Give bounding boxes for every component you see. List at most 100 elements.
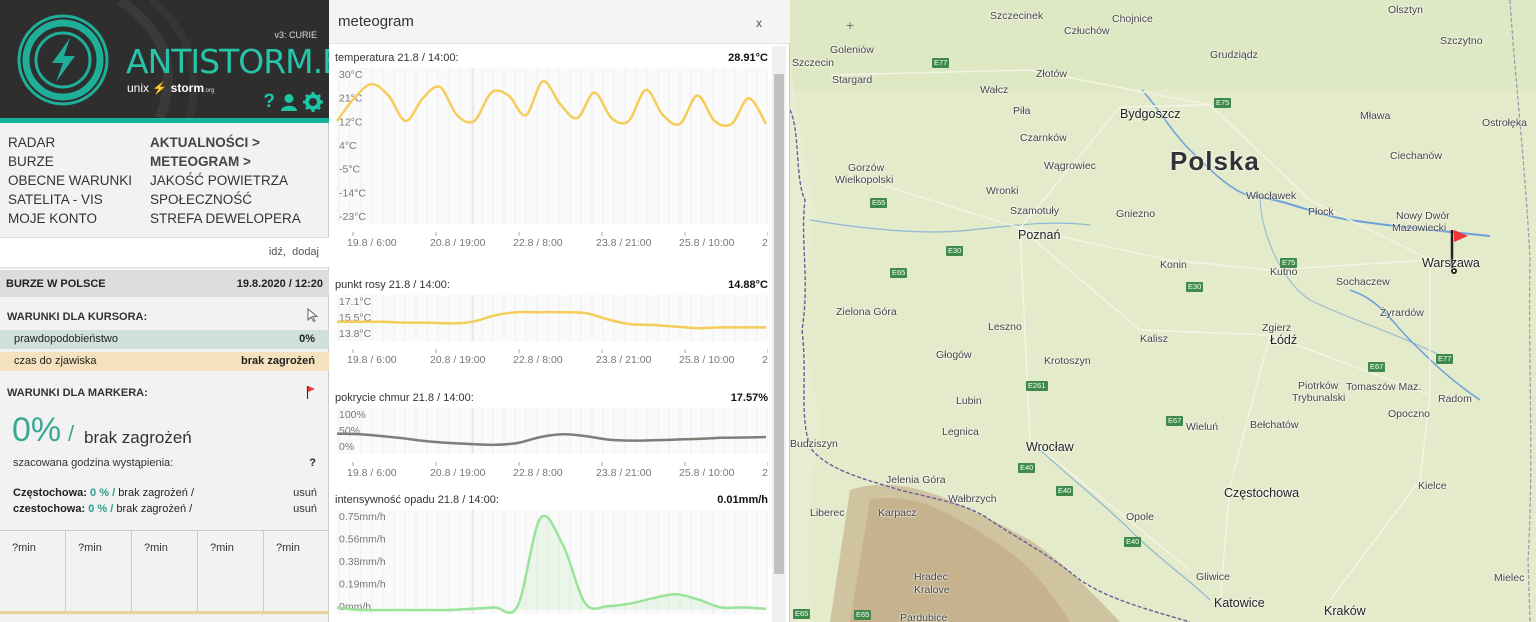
gear-icon[interactable] bbox=[303, 92, 323, 112]
city-label: Nowy Dwór bbox=[1396, 210, 1450, 222]
time-slot: ?min bbox=[198, 531, 264, 611]
y-tick-label: 13.8°C bbox=[339, 328, 372, 340]
delete-location-link[interactable]: usuń bbox=[293, 487, 317, 499]
dew-point-chart: punkt rosy 21.8 / 14:00: 14.88°C 17.1°C 1… bbox=[335, 279, 768, 373]
brand-title[interactable]: ANTISTORM.EU bbox=[126, 42, 329, 81]
probability-row: prawdopodobieństwo 0% bbox=[0, 330, 329, 349]
city-label: Głogów bbox=[936, 349, 972, 361]
menu-item-radar[interactable]: RADAR bbox=[8, 135, 56, 150]
city-label: Mazowiecki bbox=[1392, 222, 1447, 234]
location-percent: 0 % bbox=[88, 503, 108, 515]
city-label: Żyrardów bbox=[1380, 307, 1424, 319]
city-label: Szczytno bbox=[1440, 35, 1483, 47]
sub-unix: unix bbox=[127, 81, 150, 95]
x-tick-label: 22.8 / 8:00 bbox=[513, 467, 563, 479]
x-tick-label: 23.8 / 21:00 bbox=[596, 354, 652, 366]
delete-location-link[interactable]: usuń bbox=[293, 503, 317, 515]
unixstorm-label: unix ⚡ storm.org bbox=[127, 81, 214, 95]
lightning-logo-icon[interactable] bbox=[0, 0, 200, 118]
map-background: + bbox=[790, 0, 1536, 622]
search-input[interactable] bbox=[0, 238, 240, 267]
plot-area bbox=[335, 295, 768, 341]
user-icon[interactable] bbox=[280, 93, 298, 111]
city-label: Wronki bbox=[986, 185, 1019, 197]
city-label: Bydgoszcz bbox=[1120, 107, 1181, 121]
location-name[interactable]: Częstochowa: bbox=[13, 487, 87, 499]
time-slot: ?min bbox=[0, 531, 66, 611]
series-line bbox=[337, 310, 766, 330]
x-tick-label: 19.8 / 6:00 bbox=[347, 467, 397, 479]
city-label: Piła bbox=[1013, 105, 1031, 117]
road-badge: E30 bbox=[1186, 282, 1204, 292]
accent-bar bbox=[0, 118, 329, 123]
sub-org: .org bbox=[204, 88, 215, 94]
city-label: Wrocław bbox=[1026, 440, 1074, 454]
chart-title: temperatura 21.8 / 14:00: bbox=[335, 52, 459, 64]
city-label: Kraków bbox=[1324, 604, 1366, 618]
city-label: Szamotuły bbox=[1010, 205, 1060, 217]
location-percent: 0 % bbox=[90, 487, 109, 499]
menu-item-satelita[interactable]: SATELITA - VIS bbox=[8, 192, 103, 207]
sidebar: v3: CURIE ANTISTORM.EU unix ⚡ storm.org … bbox=[0, 0, 329, 622]
meteogram-scrollbar[interactable] bbox=[772, 46, 786, 622]
cloud-cover-chart: pokrycie chmur 21.8 / 14:00: 17.57% 100%… bbox=[335, 392, 768, 486]
city-label: Legnica bbox=[942, 426, 979, 438]
location-sep: / bbox=[110, 503, 114, 515]
city-label: Konin bbox=[1160, 259, 1187, 271]
y-tick-label: 0.38mm/h bbox=[339, 556, 386, 568]
city-label: Tomaszów Maz. bbox=[1346, 381, 1422, 393]
city-label: Opole bbox=[1126, 511, 1155, 523]
road-badge: E67 bbox=[1166, 416, 1184, 426]
marker-flag-icon[interactable] bbox=[1454, 230, 1468, 242]
city-label: Łódź bbox=[1270, 333, 1298, 347]
x-tick-label: 22.8 / 8:00 bbox=[513, 354, 563, 366]
menu-item-spolecznosc[interactable]: SPOŁECZNOŚĆ bbox=[150, 192, 253, 207]
chart-plot: 30°C21°C12°C4°C-5°C-14°C-23°C19.8 / 6:00… bbox=[335, 68, 768, 249]
chart-current-value: 17.57% bbox=[730, 392, 768, 404]
series-line bbox=[336, 80, 768, 128]
city-label: Mława bbox=[1360, 110, 1391, 122]
menu-item-strefa-dewelopera[interactable]: STREFA DEWELOPERA bbox=[150, 211, 301, 226]
burze-title: BURZE W POLSCE bbox=[6, 278, 106, 290]
x-tick-label: 25.8 / 10:00 bbox=[679, 354, 735, 366]
weather-map[interactable]: + Polska Szczecinek Chojnice Grudziądz Olszt… bbox=[790, 0, 1536, 622]
city-label: Gorzów bbox=[848, 162, 885, 174]
y-tick-label: 17.1°C bbox=[339, 296, 372, 308]
saved-location-row: Częstochowa: 0 % / brak zagrożeń / usuń bbox=[13, 487, 317, 499]
menu-item-aktualnosci[interactable]: AKTUALNOŚCI > bbox=[150, 135, 260, 150]
logo-icons: ? bbox=[263, 92, 323, 112]
city-label: Płock bbox=[1308, 206, 1334, 218]
city-label: Pardubice bbox=[900, 612, 948, 622]
time-label: czas do zjawiska bbox=[14, 355, 97, 367]
menu-item-jakosc-powietrza[interactable]: JAKOŚĆ POWIETRZA bbox=[150, 173, 289, 188]
menu-item-burze[interactable]: BURZE bbox=[8, 154, 54, 169]
menu-item-moje-konto[interactable]: MOJE KONTO bbox=[8, 211, 98, 226]
x-tick-label: 22.8 / 8:00 bbox=[513, 237, 563, 249]
road-badge: E65 bbox=[854, 610, 872, 620]
city-label: Warszawa bbox=[1422, 256, 1480, 270]
menu-item-obecne-warunki[interactable]: OBECNE WARUNKI bbox=[8, 173, 133, 188]
road-badge: E30 bbox=[946, 246, 964, 256]
burze-header[interactable]: BURZE W POLSCE 19.8.2020 / 12:20 bbox=[0, 270, 329, 297]
road-badge: E261 bbox=[1026, 381, 1048, 391]
estimated-time-value: ? bbox=[309, 457, 316, 469]
city-label: Leszno bbox=[988, 321, 1022, 333]
location-name[interactable]: czestochowa: bbox=[13, 503, 86, 515]
precipitation-chart: intensywność opadu 21.8 / 14:00: 0.01mm/… bbox=[335, 494, 768, 622]
y-tick-label: 30°C bbox=[339, 69, 363, 81]
close-button[interactable]: x bbox=[756, 16, 762, 30]
meteogram-title: meteogram bbox=[338, 13, 414, 30]
city-label: Zgierz bbox=[1262, 322, 1292, 334]
scrollbar-thumb[interactable] bbox=[774, 74, 784, 574]
svg-text:+: + bbox=[846, 17, 854, 33]
x-tick-label: 2 bbox=[762, 237, 768, 249]
city-label: Radom bbox=[1438, 393, 1472, 405]
city-label: Szczecinek bbox=[990, 10, 1044, 22]
add-link[interactable]: dodaj bbox=[292, 246, 319, 258]
burze-date: 19.8.2020 / 12:20 bbox=[236, 278, 323, 290]
city-label: Złotów bbox=[1036, 68, 1067, 80]
menu-item-meteogram[interactable]: METEOGRAM > bbox=[150, 154, 251, 169]
help-icon[interactable]: ? bbox=[263, 91, 275, 112]
go-link[interactable]: idź, bbox=[268, 246, 286, 258]
